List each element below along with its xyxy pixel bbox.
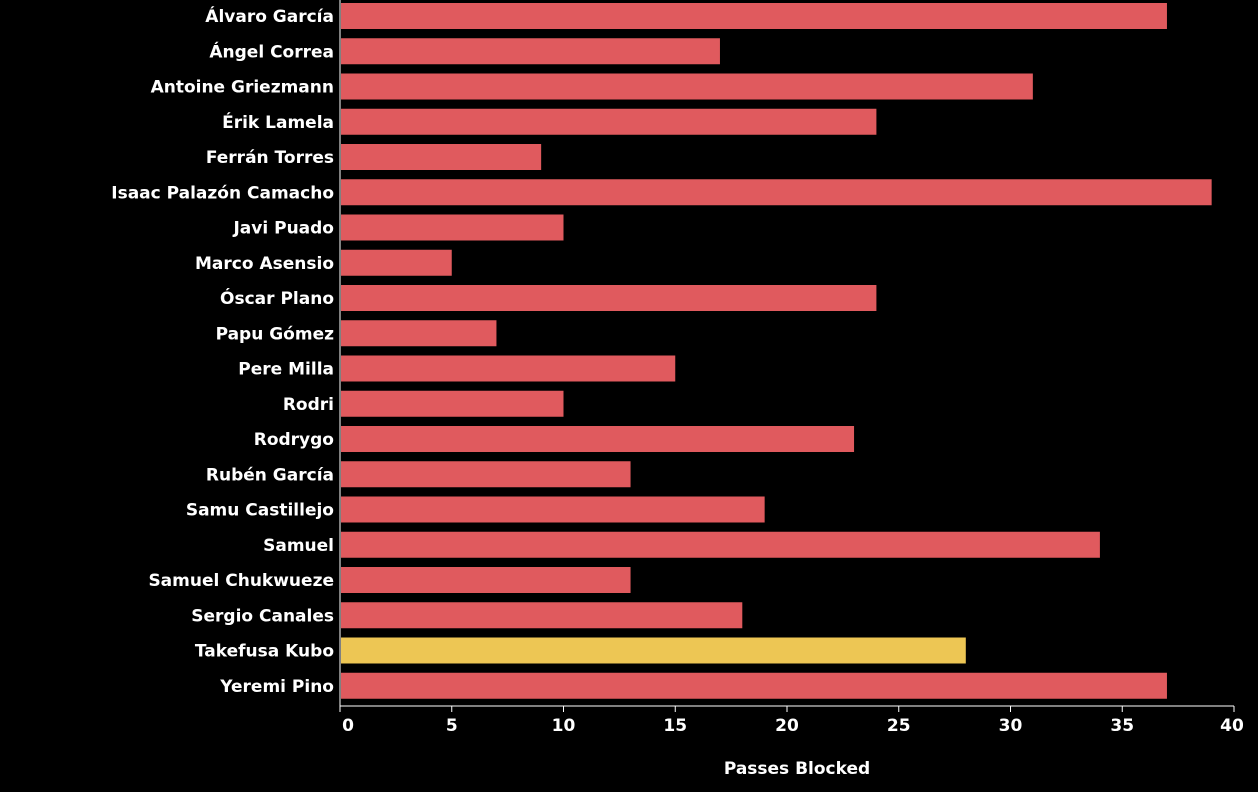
bar-0 — [341, 3, 1167, 29]
category-label: Rodri — [283, 395, 334, 415]
category-label: Érik Lamela — [222, 111, 334, 133]
bar-13 — [341, 461, 631, 488]
bar-9 — [341, 320, 497, 347]
category-label: Óscar Plano — [220, 287, 334, 309]
x-tick-label: 10 — [552, 716, 576, 736]
bar-4 — [341, 144, 542, 170]
category-label: Yeremi Pino — [219, 677, 334, 697]
category-label: Javi Puado — [232, 219, 334, 239]
bar-6 — [341, 214, 564, 241]
category-label: Isaac Palazón Camacho — [111, 183, 334, 203]
category-label: Antoine Griezmann — [151, 78, 334, 98]
category-label: Ferrán Torres — [206, 148, 334, 168]
category-label: Samuel Chukwueze — [148, 571, 334, 591]
category-label: Takefusa Kubo — [195, 642, 334, 662]
x-tick-label: 0 — [342, 716, 354, 736]
category-label: Sergio Canales — [191, 606, 334, 626]
bars-group — [341, 3, 1212, 699]
x-tick-label: 20 — [775, 716, 799, 736]
bar-10 — [341, 355, 676, 382]
category-label: Samuel — [263, 536, 334, 556]
category-label: Papu Gómez — [216, 324, 335, 344]
category-label: Pere Milla — [238, 360, 334, 380]
category-label: Rodrygo — [254, 430, 334, 450]
x-tick-label: 5 — [446, 716, 458, 736]
bar-12 — [341, 426, 855, 452]
bar-2 — [341, 73, 1033, 100]
bar-1 — [341, 38, 720, 65]
category-label: Ángel Correa — [209, 40, 334, 62]
category-label: Álvaro García — [205, 5, 334, 27]
bar-18 — [341, 637, 966, 664]
x-tick-label: 35 — [1110, 716, 1134, 736]
x-axis: 0 5 10 15 20 25 30 35 40 — [339, 0, 1244, 736]
x-axis-title: Passes Blocked — [724, 759, 870, 779]
category-label: Marco Asensio — [195, 254, 334, 274]
x-tick-label: 40 — [1220, 716, 1244, 736]
bar-14 — [341, 496, 765, 523]
category-label: Rubén García — [206, 465, 334, 485]
bar-5 — [341, 179, 1212, 206]
x-tick-label: 25 — [887, 716, 911, 736]
bar-15 — [341, 531, 1100, 558]
x-tick-label: 30 — [999, 716, 1023, 736]
category-label: Samu Castillejo — [186, 501, 334, 521]
bar-11 — [341, 390, 564, 417]
bar-3 — [341, 108, 877, 135]
bar-8 — [341, 285, 877, 311]
bar-17 — [341, 602, 743, 629]
x-tick-label: 15 — [663, 716, 687, 736]
category-labels: Álvaro García Ángel Correa Antoine Griezma… — [111, 5, 334, 697]
bar-7 — [341, 249, 452, 276]
bar-16 — [341, 567, 631, 593]
bar-19 — [341, 672, 1167, 699]
